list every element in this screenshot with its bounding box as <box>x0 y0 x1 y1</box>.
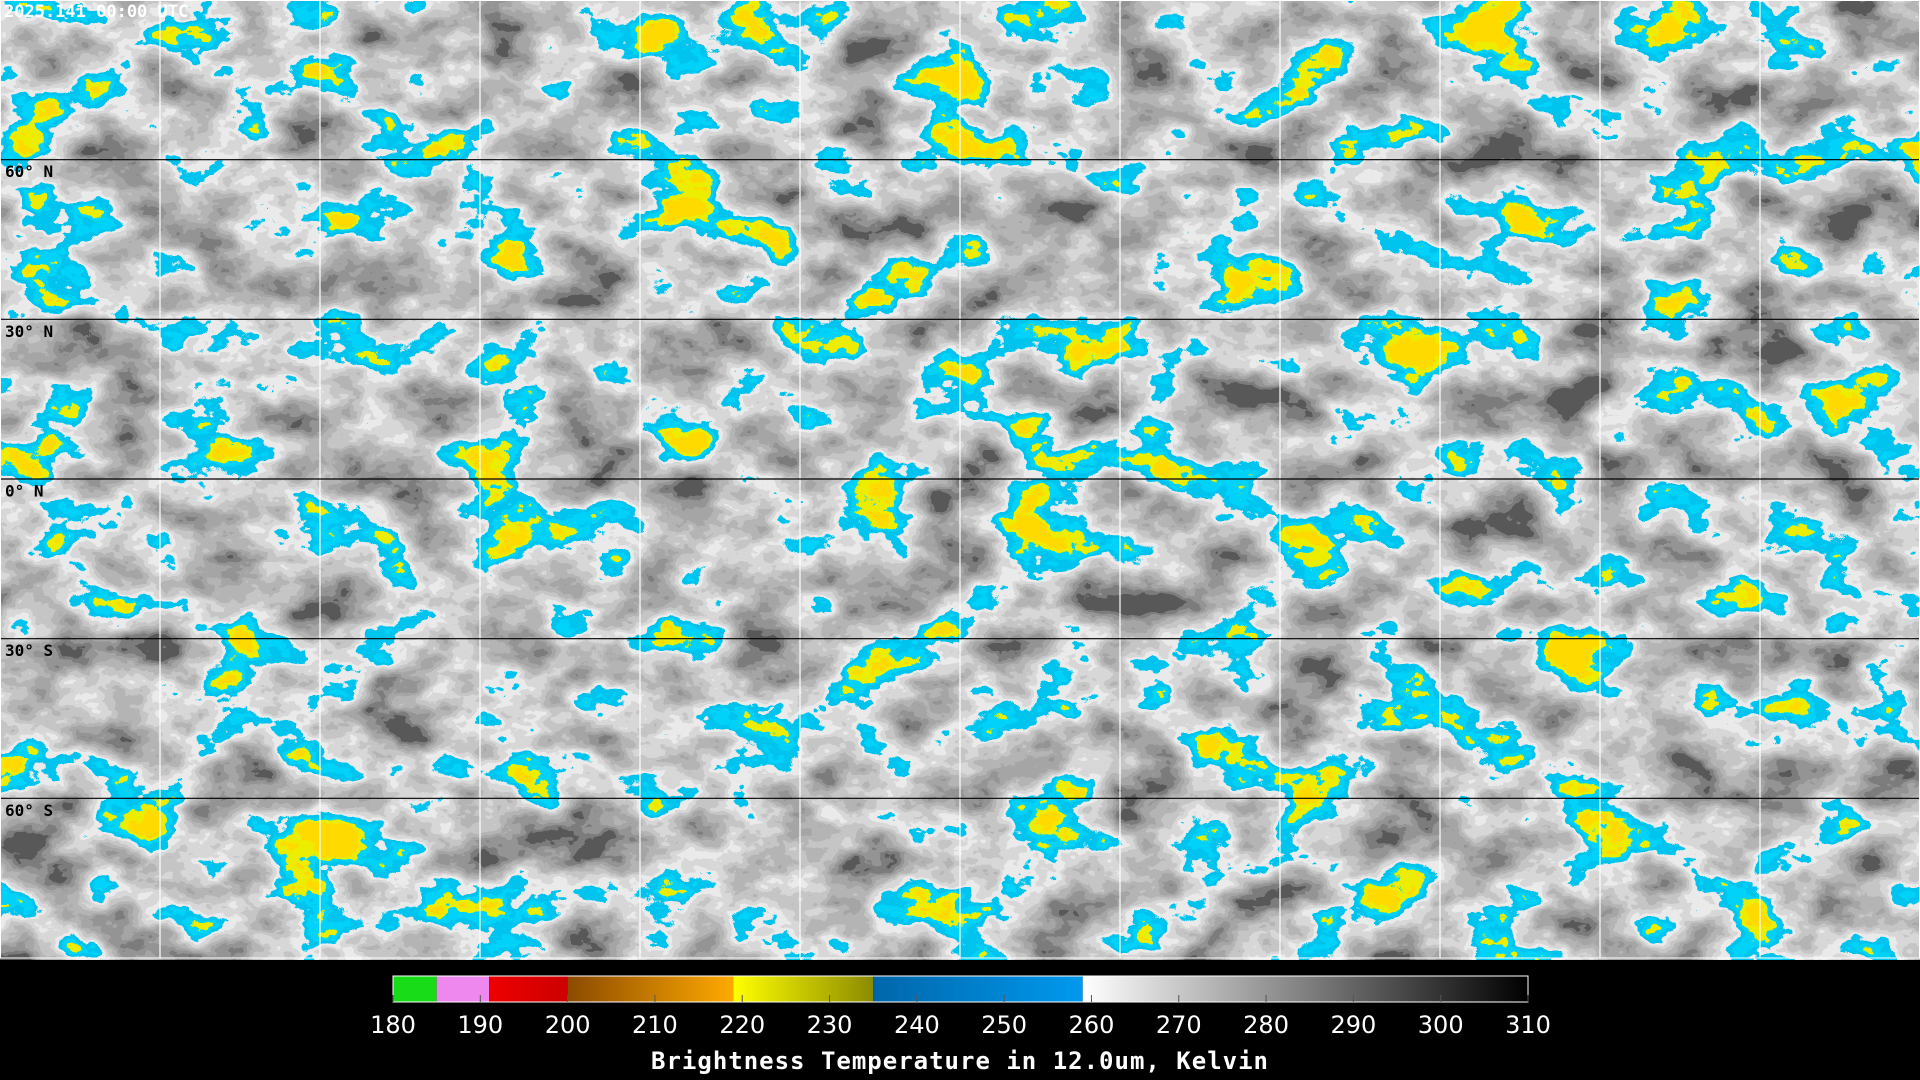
latitude-label: 0° N <box>5 482 44 501</box>
colorbar-segment <box>489 976 568 1002</box>
graticule: 60° N 30° N 0° N 30° S 60° S <box>0 0 1920 959</box>
colorbar-segment <box>393 976 437 1002</box>
colorbar-tick-label: 250 <box>981 1011 1027 1039</box>
colorbar-tick-label: 200 <box>545 1011 591 1039</box>
colorbar-segment <box>1082 976 1528 1002</box>
colorbar-segment <box>436 976 490 1002</box>
colorbar-segment <box>733 976 874 1002</box>
latitude-label: 60° S <box>5 801 53 820</box>
colorbar-tick-label: 270 <box>1156 1011 1202 1039</box>
colorbar-segment <box>873 976 1083 1002</box>
colorbar-tick-label: 300 <box>1418 1011 1464 1039</box>
colorbar-title: Brightness Temperature in 12.0um, Kelvin <box>651 1047 1269 1075</box>
timestamp: 2025.141 00:00 UTC <box>4 2 188 22</box>
latitude-label: 30° S <box>5 641 53 660</box>
colorbar-tick-label: 230 <box>807 1011 853 1039</box>
colorbar-tick-label: 210 <box>632 1011 678 1039</box>
colorbar-tick-label: 290 <box>1330 1011 1376 1039</box>
colorbar-tick-label: 310 <box>1505 1011 1551 1039</box>
colorbar-tick-label: 220 <box>719 1011 765 1039</box>
latitude-label: 30° N <box>5 322 53 341</box>
latitude-label: 60° N <box>5 162 53 181</box>
colorbar-tick-label: 260 <box>1069 1011 1115 1039</box>
colorbar-tick-label: 240 <box>894 1011 940 1039</box>
colorbar-tick-label: 280 <box>1243 1011 1289 1039</box>
colorbar-segment <box>567 976 734 1002</box>
colorbar: 180 190 200 210 220 230 240 250 260 270 280 290 300 3… <box>370 975 1551 1039</box>
colorbar-border <box>392 975 1529 1003</box>
colorbar-tick-label: 190 <box>457 1011 503 1039</box>
colorbar-tick-label: 180 <box>370 1011 416 1039</box>
